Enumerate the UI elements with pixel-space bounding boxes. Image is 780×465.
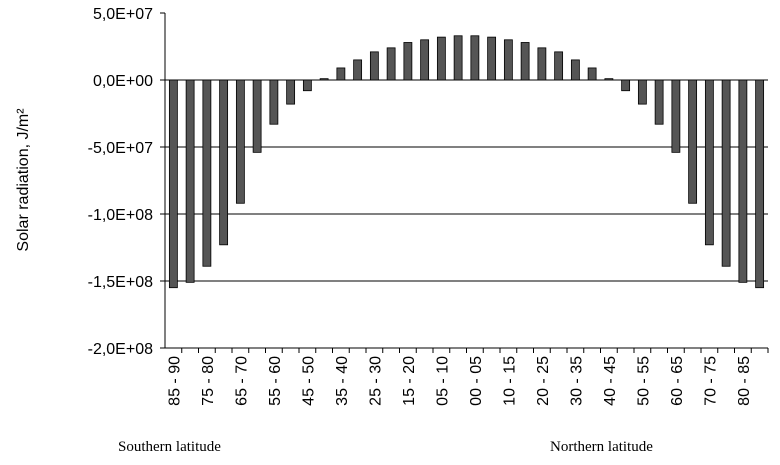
y-tick-label: -5,0E+07 <box>88 140 153 157</box>
bar <box>503 39 513 81</box>
bar <box>537 47 547 81</box>
bar <box>219 79 229 246</box>
bar <box>420 39 430 81</box>
bar <box>621 79 631 92</box>
bar <box>269 79 279 125</box>
x-tick-label: 20 - 25 <box>535 356 552 406</box>
bar <box>520 42 530 81</box>
x-tick-label: 70 - 75 <box>702 356 719 406</box>
bar <box>319 78 329 81</box>
bar <box>185 79 195 283</box>
y-tick-label: -2,0E+08 <box>88 341 153 358</box>
bar <box>604 78 614 81</box>
bar <box>755 79 765 289</box>
y-tick-label: -1,0E+08 <box>88 207 153 224</box>
x-tick-label: 10 - 15 <box>501 356 518 406</box>
annotation: Northern latitude <box>550 439 653 455</box>
bar <box>470 35 480 81</box>
bar <box>202 79 212 267</box>
y-axis-label: Solar radiation, J/m² <box>15 108 32 252</box>
x-tick-label: 00 - 05 <box>468 356 485 406</box>
bar <box>302 79 312 92</box>
x-tick-label: 80 - 85 <box>736 356 753 406</box>
bar <box>235 79 245 204</box>
bar <box>453 35 463 81</box>
bar <box>738 79 748 283</box>
bar <box>487 36 497 81</box>
x-tick-label: 85 - 90 <box>166 356 183 406</box>
bar <box>704 79 714 246</box>
x-tick-label: 05 - 10 <box>434 356 451 406</box>
bar <box>721 79 731 267</box>
y-tick-label: 5,0E+07 <box>93 6 153 23</box>
x-tick-label: 55 - 60 <box>267 356 284 406</box>
bar <box>168 79 178 289</box>
bar <box>654 79 664 125</box>
bar <box>637 79 647 105</box>
bar <box>688 79 698 204</box>
bar <box>587 67 597 81</box>
bar <box>252 79 262 153</box>
annotation: Southern latitude <box>118 439 221 455</box>
bar <box>336 67 346 81</box>
x-tick-label: 15 - 20 <box>401 356 418 406</box>
bar <box>570 59 580 81</box>
x-tick-label: 75 - 80 <box>200 356 217 406</box>
bar <box>671 79 681 153</box>
x-tick-label: 40 - 45 <box>602 356 619 406</box>
x-tick-label: 50 - 55 <box>635 356 652 406</box>
x-tick-label: 35 - 40 <box>334 356 351 406</box>
x-tick-label: 65 - 70 <box>233 356 250 406</box>
bar <box>369 51 379 81</box>
x-tick-label: 25 - 30 <box>367 356 384 406</box>
bar <box>436 36 446 81</box>
bar <box>403 42 413 81</box>
x-tick-label: 60 - 65 <box>669 356 686 406</box>
x-tick-label: 45 - 50 <box>300 356 317 406</box>
x-tick-label: 30 - 35 <box>568 356 585 406</box>
bar <box>386 47 396 81</box>
y-tick-label: -1,5E+08 <box>88 274 153 291</box>
y-tick-label: 0,0E+00 <box>93 73 153 90</box>
bar <box>554 51 564 81</box>
bar <box>286 79 296 105</box>
bar <box>353 59 363 81</box>
